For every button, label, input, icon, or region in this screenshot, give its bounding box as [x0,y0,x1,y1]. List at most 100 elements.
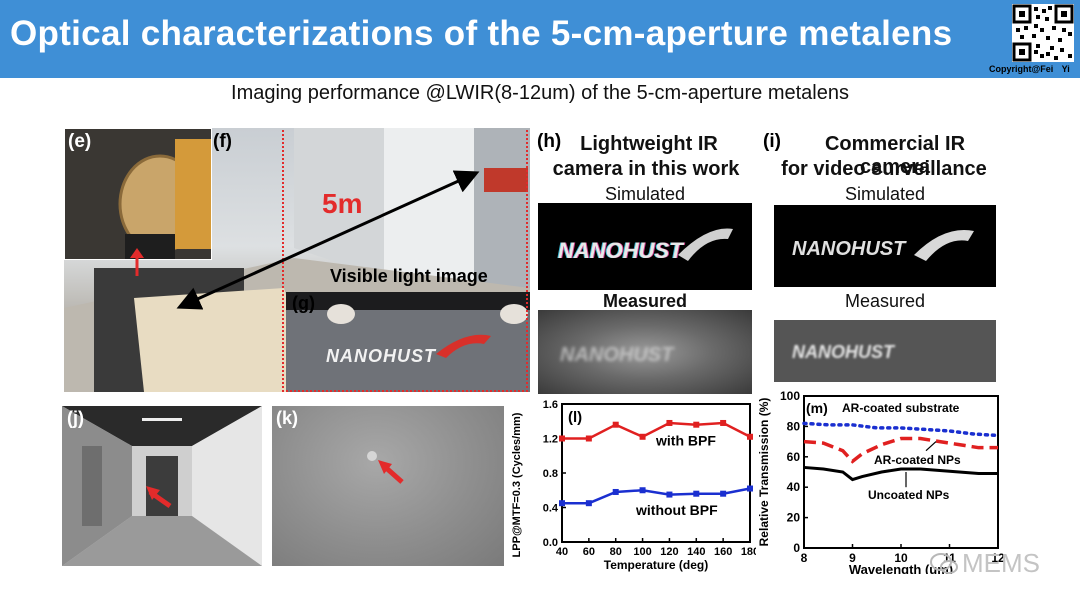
series-point-0 [559,435,565,442]
series-label-ar-nps: AR-coated NPs [874,453,961,467]
series-line-1 [803,436,998,464]
series-label-uncoated-nps: Uncoated NPs [868,488,950,502]
series-point-0 [612,421,619,428]
x-tick-label: 10 [894,551,908,565]
x-tick-label: 80 [610,546,622,558]
series-label-without-bpf: without BPF [635,502,718,518]
panel-m-label: (m) [806,400,828,416]
series-point-0 [720,419,727,426]
y-tick-label: 1.6 [543,399,558,411]
qr-code-graphic [1012,4,1074,62]
photo-annotations [130,170,480,310]
series-label-with-bpf: with BPF [655,433,716,449]
simulated-logo-text-i: NANOHUST [792,238,906,260]
measured-image-h [538,310,752,394]
measured-label-h: Measured [602,291,688,311]
y-axis-label: Relative Transmission (%) [757,398,771,547]
y-tick-label: 20 [787,511,801,525]
series-line-0 [802,421,1000,438]
measured-logo-text-i: NANOHUST [792,342,894,362]
red-indicator-arrowhead [130,248,144,258]
panel-h-title-line2: camera in this work [552,158,740,180]
series-point-1 [693,490,700,497]
x-tick-label: 160 [714,546,732,558]
series-point-1 [559,500,565,507]
series-point-1 [612,488,619,495]
series-point-0 [747,433,753,440]
series-point-1 [666,491,673,498]
panel-i-label: (i) [763,131,781,152]
y-tick-label: 0 [793,541,800,555]
x-tick-label: 140 [687,546,705,558]
logo-text-visible: NANOHUST [326,346,436,366]
corridor-visible-photo [62,406,262,566]
measured-image-i [774,320,996,382]
x-axis-label: Temperature (deg) [604,558,708,572]
series-point-0 [693,421,700,428]
panel-h-label: (h) [537,131,562,152]
distance-arrow [176,170,480,310]
y-tick-label: 80 [787,419,801,433]
series-line-0 [562,421,751,440]
slide-subtitle: Imaging performance @LWIR(8-12um) of the… [231,82,849,104]
y-tick-label: 0.4 [543,503,559,515]
copyright-text: Copyright@Fei Yi [989,64,1070,74]
watermark-icon [930,552,958,576]
simulated-logo-text-h: NANOHUST [558,238,683,263]
series-point-1 [720,490,727,497]
corridor-ir-graphic [367,451,404,484]
x-axis-label: Wavelength (um) [849,562,953,574]
series-point-0 [666,419,673,426]
y-tick-label: 0.8 [543,468,558,480]
slide-title: Optical characterizations of the 5-cm-ap… [10,14,953,53]
x-tick-label: 9 [849,551,856,565]
x-tick-label: 180 [741,546,756,558]
simulated-image-h [538,203,752,290]
x-tick-label: 60 [583,546,595,558]
x-tick-label: 12 [991,551,1005,565]
x-tick-label: 8 [801,551,808,565]
simulated-logo-i [914,230,974,261]
y-axis-label: LPP@MTF=0.3 (Cycles/mm) [511,412,523,557]
simulated-label-h: Simulated [604,184,686,204]
panel-k-label: (k) [276,408,298,428]
panel-j-label: (j) [67,408,84,428]
title-bar [0,0,1080,78]
series-pointer-ar-nps [925,441,937,452]
panel-i-title-line1: Commercial IR camera [824,133,966,178]
y-tick-label: 40 [787,480,801,494]
panel-e-label: (e) [68,131,92,152]
y-tick-label: 60 [787,450,801,464]
panel-l-label: (l) [568,409,582,426]
measured-label-i: Measured [844,291,926,311]
watermark-text: MEMS [962,548,1040,578]
x-tick-label: 100 [633,546,651,558]
series-point-1 [747,485,753,492]
measured-logo-text-h: NANOHUST [560,344,674,366]
corridor-visible-graphic [62,406,262,566]
corridor-ir-photo [272,406,504,566]
distance-label: 5m [322,188,363,219]
lpp-temperature-chart: 0.0 0.4 0.8 1.2 1.6 40 60 80 100 120 140 160 180 Temp… [511,399,756,572]
wechat-icon [930,553,958,574]
panel-f-label: (f) [213,131,232,152]
panel-i-title-line2: for video surveillance [781,158,987,180]
y-tick-label: 0.0 [543,537,558,549]
visible-light-label: Visible light image [330,266,488,286]
simulated-label-i: Simulated [844,184,926,204]
series-point-0 [585,435,592,442]
y-tick-label: 1.2 [543,434,558,446]
simulated-image-i [774,205,996,287]
series-point-1 [639,487,646,494]
series-point-0 [639,433,646,440]
simulated-logo-h [678,228,733,261]
x-tick-label: 120 [660,546,678,558]
qr-code [1012,4,1074,62]
series-line-1 [562,487,751,505]
series-label-ar-substrate: AR-coated substrate [842,401,960,415]
y-tick-label: 100 [780,389,800,403]
series-point-1 [585,500,592,507]
series-line-2 [803,465,998,482]
panel-g-label: (g) [292,293,315,313]
